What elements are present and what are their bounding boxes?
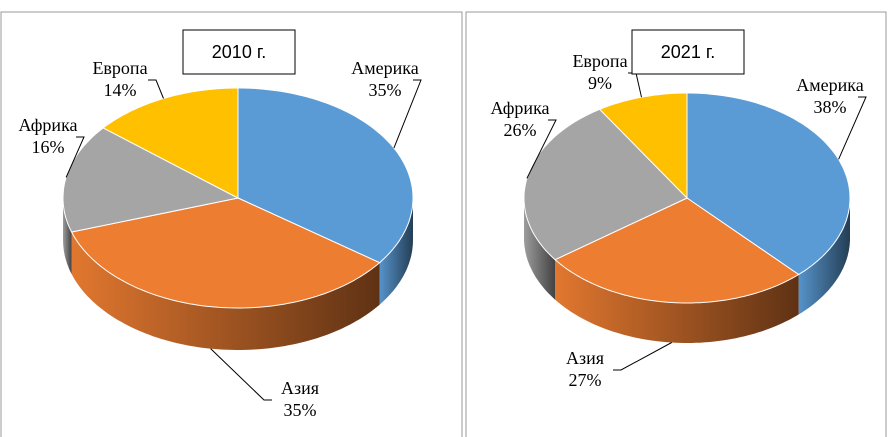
value-label: 35% (284, 400, 317, 420)
pie-slice (554, 197, 800, 304)
leader-line (526, 119, 557, 179)
value-label: 35% (369, 80, 402, 100)
pie-slice (70, 197, 381, 309)
leader-line (628, 72, 642, 98)
leader-line (613, 342, 672, 371)
value-label: 26% (504, 120, 537, 140)
category-label: Америка (351, 58, 418, 78)
leader-line (148, 79, 164, 99)
chart-title: 2010 г. (212, 42, 266, 62)
leader-line (838, 96, 867, 160)
value-label: 14% (104, 80, 137, 100)
pie-side (379, 198, 413, 305)
value-label: 9% (588, 73, 612, 93)
value-label: 16% (32, 137, 65, 157)
title-box (182, 29, 296, 75)
pie-side (555, 259, 799, 343)
pie-side (798, 198, 850, 315)
category-label: Африка (18, 115, 77, 135)
chart-title: 2021 г. (661, 42, 715, 62)
category-label: Европа (572, 51, 627, 71)
panel-border (465, 11, 887, 437)
panel-border (0, 11, 463, 437)
category-label: Америка (796, 75, 863, 95)
value-label: 38% (814, 97, 847, 117)
leader-line (210, 348, 272, 401)
pie-side (71, 232, 380, 350)
leader-line (65, 136, 85, 178)
category-label: Европа (92, 58, 147, 78)
leader-line (393, 79, 422, 149)
category-label: Азия (566, 348, 604, 368)
value-label: 27% (569, 370, 602, 390)
pie-side (524, 198, 556, 300)
category-label: Азия (281, 378, 319, 398)
title-box (631, 29, 745, 75)
category-label: Африка (490, 98, 549, 118)
